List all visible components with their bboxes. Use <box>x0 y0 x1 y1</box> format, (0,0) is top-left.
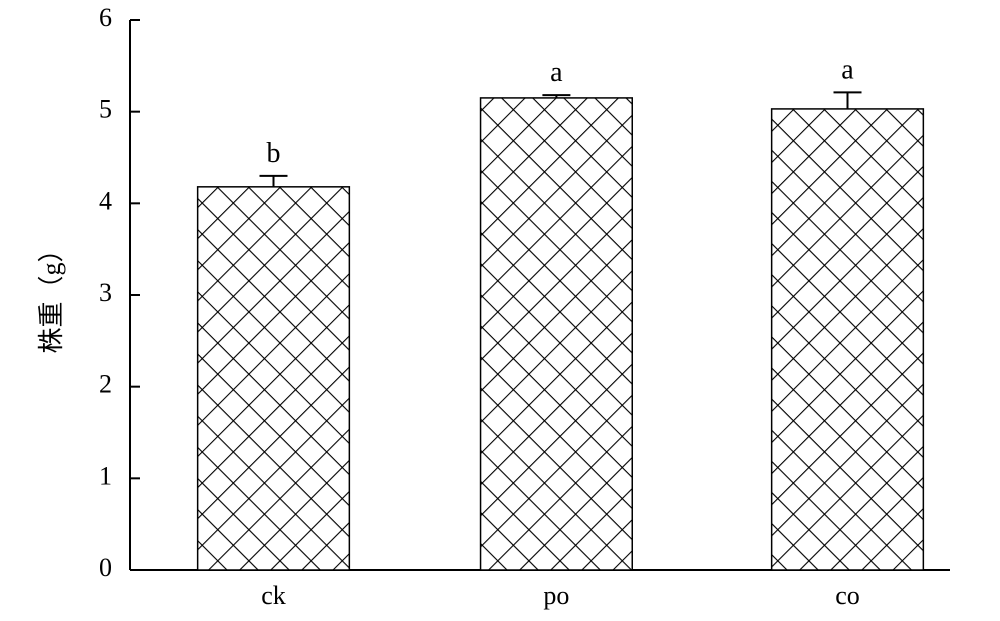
y-tick-label: 3 <box>99 278 112 307</box>
y-tick-label: 6 <box>99 3 112 32</box>
x-tick-label: ck <box>261 581 286 610</box>
bar-chart-container: 0 1 2 3 4 5 6 株重（g） ck po co b a a <box>0 0 1000 621</box>
y-axis-label: 株重（g） <box>37 236 66 353</box>
y-tick-label: 4 <box>99 186 112 215</box>
y-tick-label: 1 <box>99 461 112 490</box>
bar <box>198 187 350 570</box>
significance-label: a <box>841 54 854 85</box>
bar-chart-svg: 0 1 2 3 4 5 6 株重（g） ck po co b a a <box>0 0 1000 621</box>
y-tick-label: 0 <box>99 553 112 582</box>
significance-label: a <box>550 57 563 88</box>
significance-label: b <box>267 138 281 169</box>
x-tick-label: po <box>543 581 569 610</box>
bar <box>481 98 633 570</box>
y-tick-label: 2 <box>99 370 112 399</box>
bar <box>772 109 924 570</box>
x-tick-label: co <box>835 581 860 610</box>
y-tick-label: 5 <box>99 95 112 124</box>
